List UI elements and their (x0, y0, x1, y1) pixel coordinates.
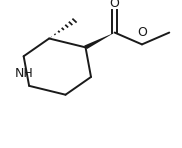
Text: O: O (137, 26, 147, 39)
Text: O: O (110, 0, 120, 10)
Text: NH: NH (14, 67, 33, 80)
Polygon shape (84, 33, 115, 49)
